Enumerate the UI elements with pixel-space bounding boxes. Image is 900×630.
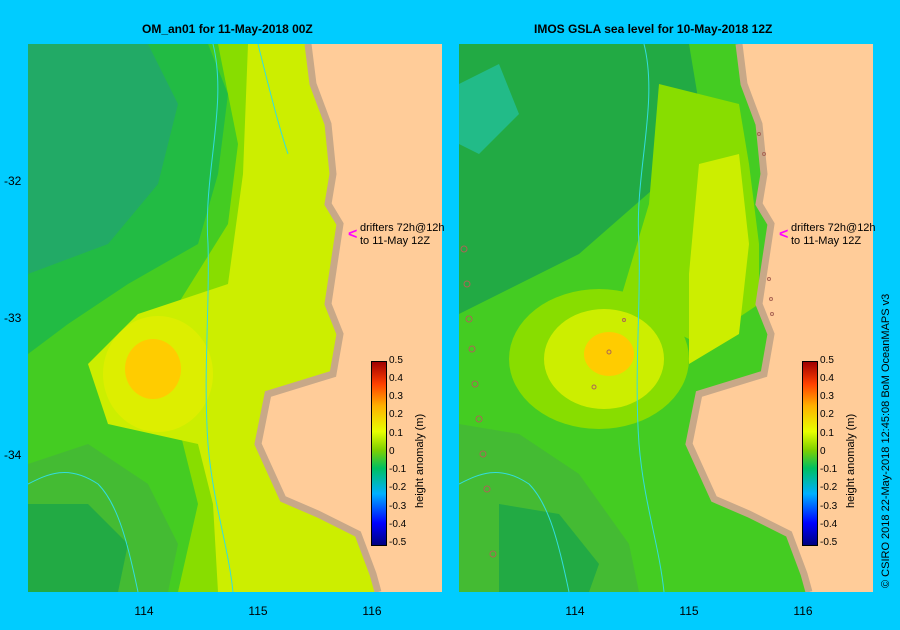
colorbar xyxy=(371,361,387,546)
colorbar-tick: -0.2 xyxy=(389,482,407,493)
colorbar-tick: -0.4 xyxy=(820,519,838,530)
colorbar-tick: 0 xyxy=(389,446,395,457)
drifter-annotation-line1: drifters 72h@12h xyxy=(791,222,876,234)
colorbar-tick: 0.3 xyxy=(389,391,403,402)
colorbar-label: height anomaly (m) xyxy=(845,413,857,508)
colorbar xyxy=(802,361,818,546)
drifter-arrow-icon: < xyxy=(779,226,789,243)
colorbar-tick: 0.1 xyxy=(820,428,834,439)
colorbar-tick: 0.5 xyxy=(820,355,834,366)
colorbar-tick: 0.2 xyxy=(820,409,834,420)
colorbar-tick: -0.2 xyxy=(820,482,838,493)
left-map-title: OM_an01 for 11-May-2018 00Z xyxy=(142,22,313,36)
x-tick-label: 114 xyxy=(134,604,154,618)
colorbar-tick: 0.3 xyxy=(820,391,834,402)
colorbar-tick: 0 xyxy=(820,446,826,457)
right-map-title: IMOS GSLA sea level for 10-May-2018 12Z xyxy=(534,22,773,36)
left-map-panel xyxy=(28,44,442,592)
colorbar-tick: -0.3 xyxy=(820,501,838,512)
x-tick-label: 116 xyxy=(793,604,813,618)
colorbar-tick: -0.1 xyxy=(820,464,838,475)
colorbar-tick: -0.5 xyxy=(389,537,407,548)
colorbar-tick: 0.1 xyxy=(389,428,403,439)
colorbar-label: height anomaly (m) xyxy=(414,413,426,508)
drifter-markers xyxy=(460,132,774,558)
colorbar-tick: -0.3 xyxy=(389,501,407,512)
colorbar-tick: 0.4 xyxy=(389,373,403,384)
drifter-annotation-line1: drifters 72h@12h xyxy=(360,222,445,234)
colorbar-tick: 0.4 xyxy=(820,373,834,384)
drifter-annotation: drifters 72h@12h to 11-May 12Z xyxy=(360,222,445,248)
credit-text: © CSIRO 2018 22-May-2018 12:45:08 BoM Oc… xyxy=(880,293,892,588)
colorbar-tick: 0.5 xyxy=(389,355,403,366)
drifter-annotation: drifters 72h@12h to 11-May 12Z xyxy=(791,222,876,248)
x-tick-label: 114 xyxy=(565,604,585,618)
colorbar-tick: -0.4 xyxy=(389,519,407,530)
colorbar-tick: -0.1 xyxy=(389,464,407,475)
x-tick-label: 115 xyxy=(679,604,699,618)
colorbar-tick: 0.2 xyxy=(389,409,403,420)
drifter-annotation-line2: to 11-May 12Z xyxy=(360,235,431,247)
x-tick-label: 115 xyxy=(248,604,268,618)
y-tick-label: -32 xyxy=(4,174,22,188)
y-tick-label: -34 xyxy=(4,448,22,462)
x-tick-label: 116 xyxy=(362,604,382,618)
right-map-panel xyxy=(459,44,873,592)
drifter-annotation-line2: to 11-May 12Z xyxy=(791,235,862,247)
colorbar-tick: -0.5 xyxy=(820,537,838,548)
drifter-arrow-icon: < xyxy=(348,226,358,243)
y-tick-label: -33 xyxy=(4,311,22,325)
